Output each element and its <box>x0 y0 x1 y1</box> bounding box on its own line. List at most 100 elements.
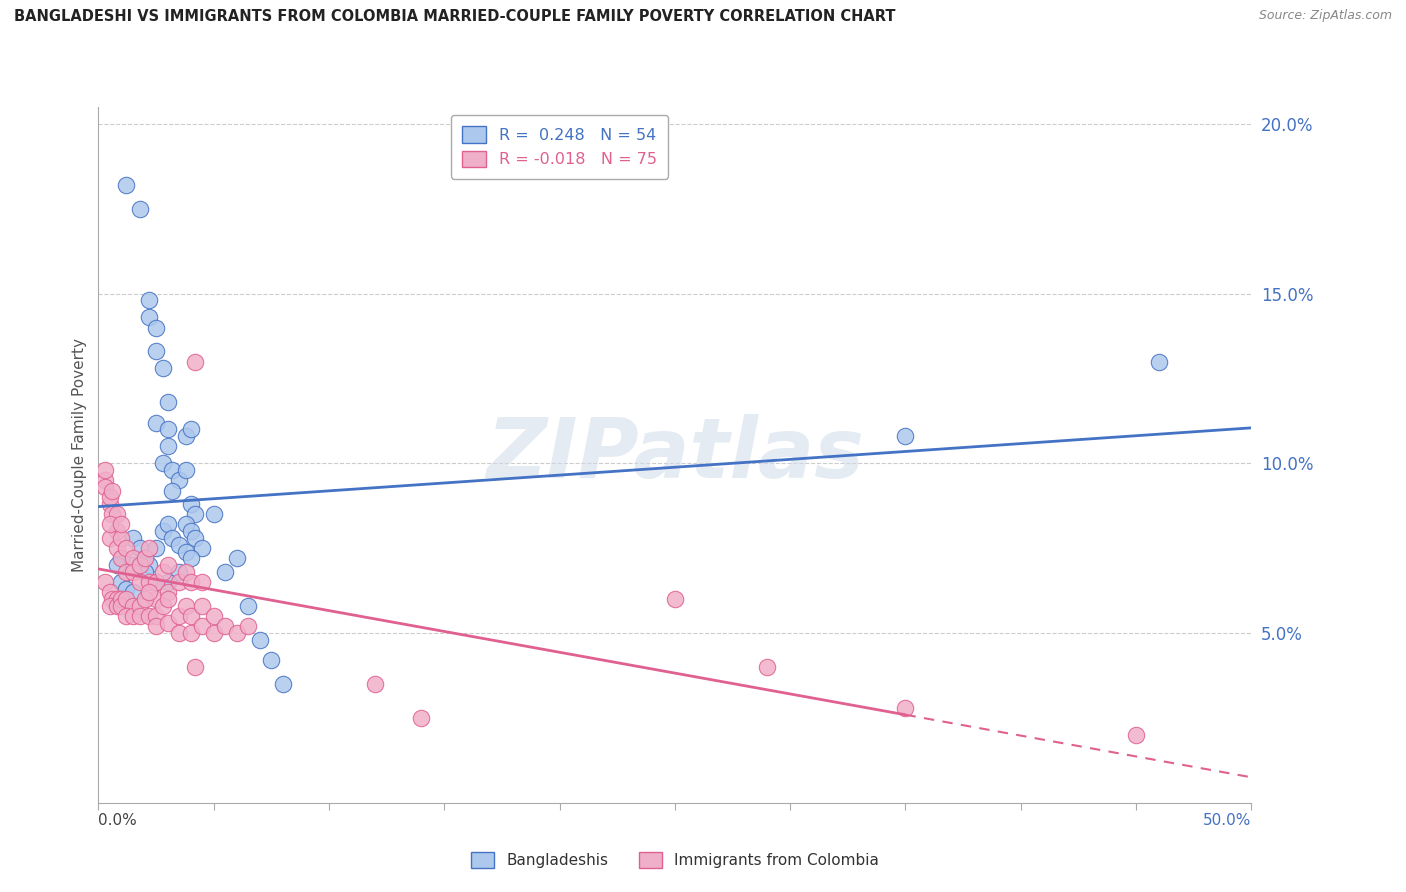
Point <box>129 599 152 613</box>
Point <box>122 551 145 566</box>
Point <box>152 565 174 579</box>
Point <box>174 429 197 443</box>
Point <box>184 660 207 674</box>
Point <box>138 310 160 325</box>
Point <box>115 565 138 579</box>
Point <box>138 575 160 590</box>
Point <box>115 582 138 596</box>
Point <box>115 609 138 624</box>
Point <box>156 615 179 630</box>
Point <box>145 619 167 633</box>
Point <box>238 619 260 633</box>
Point <box>260 653 283 667</box>
Point <box>191 541 214 556</box>
Point <box>122 565 145 579</box>
Point <box>174 517 197 532</box>
Point <box>202 508 225 522</box>
Point <box>180 575 202 590</box>
Legend: R =  0.248   N = 54, R = -0.018   N = 75: R = 0.248 N = 54, R = -0.018 N = 75 <box>451 115 668 178</box>
Point <box>180 609 202 624</box>
Point <box>145 609 167 624</box>
Point <box>664 592 686 607</box>
Point <box>167 474 190 488</box>
Point <box>214 619 236 633</box>
Point <box>145 575 167 590</box>
Point <box>174 599 197 613</box>
Point <box>174 463 197 477</box>
Point <box>225 551 247 566</box>
Point <box>180 626 202 640</box>
Point <box>202 609 225 624</box>
Point <box>180 497 202 511</box>
Point <box>98 531 121 545</box>
Text: Source: ZipAtlas.com: Source: ZipAtlas.com <box>1258 9 1392 22</box>
Point <box>156 558 179 573</box>
Y-axis label: Married-Couple Family Poverty: Married-Couple Family Poverty <box>72 338 87 572</box>
Point <box>160 463 183 477</box>
Point <box>105 599 128 613</box>
Point <box>202 626 225 640</box>
Point <box>98 517 121 532</box>
Point <box>167 538 190 552</box>
Point <box>184 508 207 522</box>
Point <box>167 626 190 640</box>
Point <box>191 599 214 613</box>
Point <box>271 677 294 691</box>
Point <box>110 551 132 566</box>
Point <box>894 700 917 714</box>
Point <box>249 632 271 647</box>
Point <box>756 660 779 674</box>
Point <box>145 592 167 607</box>
Point <box>138 585 160 599</box>
Point <box>138 558 160 573</box>
Point <box>191 575 214 590</box>
Point <box>364 677 387 691</box>
Point <box>115 592 138 607</box>
Point <box>174 544 197 558</box>
Point <box>94 575 117 590</box>
Point <box>152 524 174 539</box>
Point <box>94 474 117 488</box>
Point <box>894 429 917 443</box>
Point <box>129 609 152 624</box>
Text: ZIPatlas: ZIPatlas <box>486 415 863 495</box>
Point <box>156 575 179 590</box>
Text: BANGLADESHI VS IMMIGRANTS FROM COLOMBIA MARRIED-COUPLE FAMILY POVERTY CORRELATIO: BANGLADESHI VS IMMIGRANTS FROM COLOMBIA … <box>14 9 896 24</box>
Point <box>180 551 202 566</box>
Point <box>180 422 202 436</box>
Point <box>184 354 207 368</box>
Point <box>138 609 160 624</box>
Point <box>160 531 183 545</box>
Point <box>122 558 145 573</box>
Point <box>156 422 179 436</box>
Point <box>101 592 124 607</box>
Point <box>134 551 156 566</box>
Point <box>1125 728 1147 742</box>
Text: 0.0%: 0.0% <box>98 814 138 829</box>
Point <box>98 491 121 505</box>
Point <box>152 457 174 471</box>
Point <box>138 293 160 308</box>
Point <box>105 541 128 556</box>
Point <box>134 551 156 566</box>
Point <box>98 585 121 599</box>
Point <box>167 575 190 590</box>
Point <box>180 524 202 539</box>
Point <box>129 202 152 216</box>
Point <box>225 626 247 640</box>
Point <box>101 508 124 522</box>
Point <box>122 585 145 599</box>
Point <box>98 497 121 511</box>
Point <box>167 609 190 624</box>
Point <box>145 344 167 359</box>
Point <box>129 541 152 556</box>
Point <box>145 541 167 556</box>
Point <box>145 416 167 430</box>
Point <box>238 599 260 613</box>
Point <box>134 565 156 579</box>
Point <box>1147 354 1170 368</box>
Point <box>122 599 145 613</box>
Point <box>156 585 179 599</box>
Point <box>214 565 236 579</box>
Point <box>122 609 145 624</box>
